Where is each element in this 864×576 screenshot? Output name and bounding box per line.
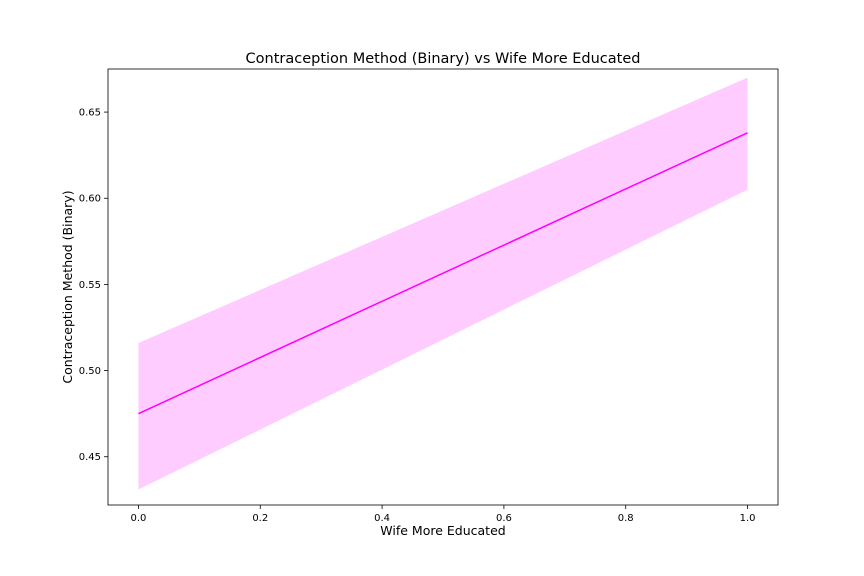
- axes-frame: [107, 68, 779, 506]
- x-tick-label: 0.2: [252, 513, 268, 524]
- x-tick-label: 1.0: [740, 513, 756, 524]
- x-axis: 0.0 0.2 0.4 0.6 0.8 1.0: [131, 505, 756, 524]
- y-tick-label: 0.45: [79, 452, 101, 463]
- confidence-band: [138, 77, 748, 490]
- x-tick-label: 0.0: [131, 513, 147, 524]
- y-axis: 0.45 0.50 0.55 0.60 0.65: [79, 108, 108, 463]
- plot-area: [138, 77, 748, 490]
- y-tick-label: 0.55: [79, 280, 101, 291]
- y-tick-label: 0.60: [79, 194, 101, 205]
- chart-title: Contraception Method (Binary) vs Wife Mo…: [246, 51, 641, 67]
- x-axis-label: Wife More Educated: [380, 523, 505, 538]
- regression-line: [138, 132, 748, 415]
- y-axis-label: Contraception Method (Binary): [60, 190, 75, 383]
- x-tick-label: 0.4: [374, 513, 390, 524]
- x-tick-label: 0.6: [496, 513, 512, 524]
- y-tick-label: 0.50: [79, 366, 101, 377]
- y-tick-label: 0.65: [79, 108, 101, 119]
- x-tick-label: 0.8: [618, 513, 634, 524]
